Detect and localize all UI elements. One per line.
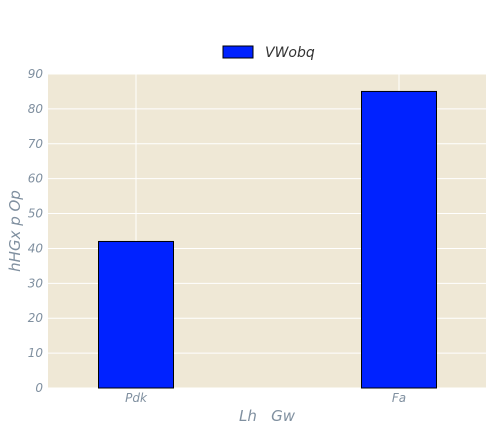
- y-axis-label: hHGx p Op: [6, 190, 24, 272]
- y-tick-label: 0: [35, 381, 43, 395]
- x-tick-labels: Pdk Fa: [125, 391, 406, 405]
- y-tick-label: 50: [28, 207, 44, 221]
- y-tick-label: 30: [28, 276, 44, 290]
- x-tick-label: Fa: [392, 391, 406, 405]
- x-axis-label: Lh Gw: [239, 407, 296, 425]
- legend: VWobq: [223, 45, 315, 61]
- y-tick-label: 20: [28, 311, 44, 325]
- x-tick-label: Pdk: [125, 391, 148, 405]
- y-tick-label: 40: [28, 241, 44, 255]
- y-tick-label: 10: [28, 346, 44, 360]
- bar-pdk: [99, 241, 174, 388]
- legend-label: VWobq: [265, 45, 315, 61]
- y-tick-label: 90: [28, 67, 44, 81]
- legend-swatch: [223, 46, 253, 58]
- bar-fa: [362, 91, 437, 388]
- y-tick-labels: 0 10 20 30 40 50 60 70 80 90: [28, 67, 44, 395]
- y-tick-label: 60: [28, 172, 44, 186]
- y-tick-label: 80: [28, 102, 44, 116]
- y-tick-label: 70: [28, 137, 44, 151]
